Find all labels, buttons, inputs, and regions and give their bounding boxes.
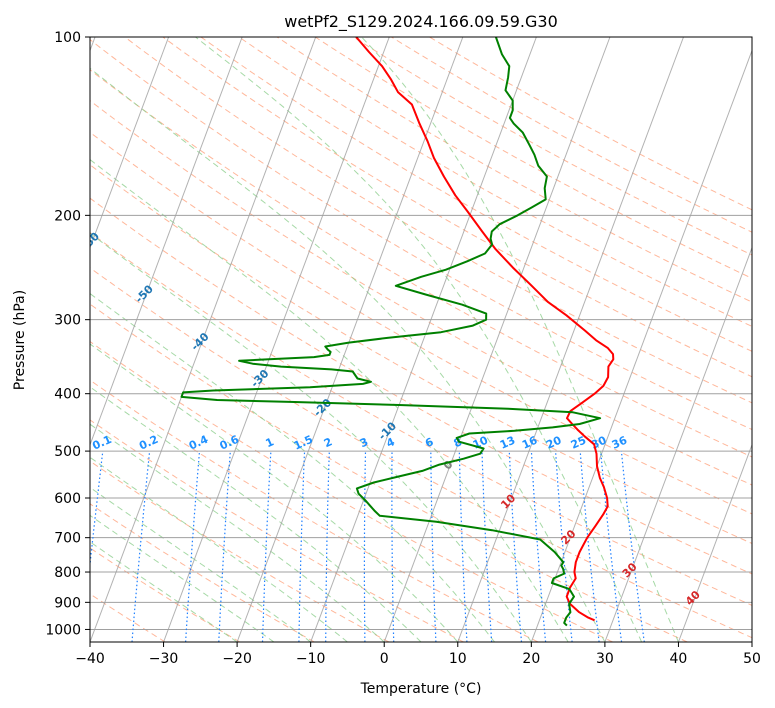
x-tick-label: 30: [596, 651, 614, 667]
y-tick-label: 500: [54, 444, 81, 460]
y-tick-label: 400: [54, 387, 81, 403]
dry-adiabat: [90, 379, 539, 642]
mixing-ratio-label: 25: [569, 434, 588, 452]
dewpoint-line: [180, 37, 602, 627]
isotherm-line: [90, 37, 317, 642]
background-grid: [90, 37, 752, 642]
dry-adiabat: [238, 37, 752, 327]
mixing-ratio-label: 16: [520, 434, 540, 452]
x-tick-label: 50: [743, 651, 761, 667]
dry-adiabat: [90, 419, 464, 642]
isotherm-line: [163, 37, 390, 642]
moist-adiabat: [90, 386, 422, 642]
isotherm-line: [530, 49, 752, 642]
y-tick-label: 900: [54, 595, 81, 611]
y-tick-label: 800: [54, 565, 81, 581]
isotherm-line: [383, 37, 611, 642]
y-tick-label: 600: [54, 491, 81, 507]
dry-adiabat: [90, 38, 752, 431]
dry-adiabat: [90, 340, 613, 642]
dry-adiabat: [124, 37, 752, 404]
moist-adiabat: [90, 158, 569, 642]
profile-lines: [180, 37, 615, 627]
mixing-ratio-line: [90, 451, 104, 570]
moist-adiabat: [90, 456, 348, 642]
mixing-ratio-line: [555, 451, 573, 642]
mixing-ratio-label: 13: [498, 434, 517, 452]
mixing-ratio-line: [530, 451, 547, 642]
dry-adiabat: [90, 197, 752, 575]
isotherm-line: [457, 37, 684, 642]
dry-adiabat: [200, 37, 752, 352]
x-axis-title: Temperature (°C): [360, 681, 482, 697]
isotherm-line: [90, 37, 243, 447]
dry-adiabat: [90, 303, 688, 642]
dry-adiabat: [90, 503, 315, 642]
moist-adiabat: [195, 37, 643, 642]
plot-frame: [89, 36, 753, 643]
x-tick-label: −20: [222, 651, 252, 667]
mixing-ratio-label: 20: [544, 434, 564, 452]
moist-adiabat: [90, 423, 385, 642]
mixing-ratio-line: [579, 451, 600, 642]
isotherm-line: [310, 37, 537, 642]
isotherm-line: [604, 246, 752, 642]
x-tick-label: 0: [380, 651, 389, 667]
y-tick-label: 100: [54, 30, 81, 46]
moist-adiabat: [361, 37, 679, 642]
moist-adiabat: [90, 67, 606, 642]
y-axis-title: Pressure (hPa): [12, 290, 28, 390]
y-tick-label: 700: [54, 531, 81, 547]
moist-adiabat: [90, 292, 495, 642]
dry-adiabat: [90, 164, 752, 545]
moist-adiabat: [90, 514, 275, 642]
isotherm-line: [90, 37, 170, 250]
isotherm-line: [677, 443, 752, 642]
moist-adiabat: [90, 541, 238, 642]
mixing-ratio-line: [620, 451, 645, 642]
x-tick-label: 40: [670, 651, 688, 667]
mixing-ratio-line: [600, 451, 623, 642]
dry-adiabat: [90, 131, 752, 515]
dry-adiabat: [90, 460, 390, 642]
x-tick-label: 10: [449, 651, 467, 667]
mixing-ratio-label: 36: [610, 434, 630, 452]
chart-title: wetPf2_S129.2024.166.09.59.G30: [284, 12, 558, 32]
x-tick-label: −40: [75, 651, 105, 667]
x-tick-label: −30: [149, 651, 179, 667]
axes: −40 −30 −20 −10 0 10 20 30 40 50 100 200 300 400 500 60…: [45, 30, 761, 667]
y-tick-label: 200: [54, 208, 81, 224]
x-tick-label: −10: [296, 651, 326, 667]
moist-adiabat: [90, 232, 532, 642]
temperature-line: [355, 37, 615, 622]
dry-adiabat: [90, 547, 241, 642]
mixing-ratio-line: [131, 451, 151, 642]
dry-adiabat: [90, 231, 752, 606]
y-tick-label: 300: [54, 313, 81, 329]
y-tick-label: 1000: [45, 622, 81, 638]
x-tick-label: 20: [522, 651, 540, 667]
